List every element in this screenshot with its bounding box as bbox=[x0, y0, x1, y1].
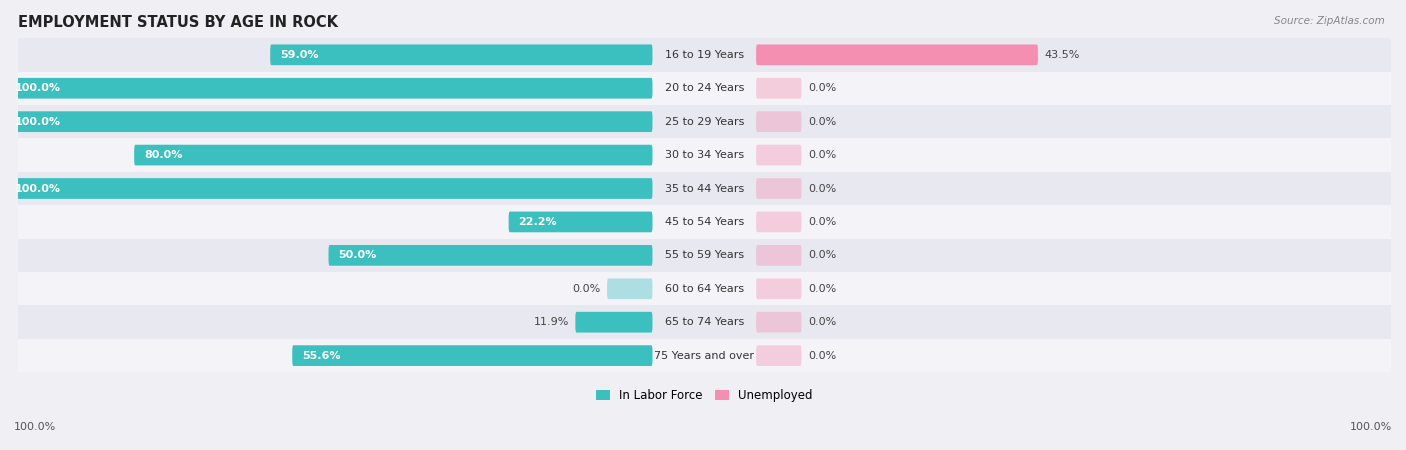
Text: 50.0%: 50.0% bbox=[339, 250, 377, 261]
Text: 0.0%: 0.0% bbox=[808, 284, 837, 294]
Text: 0.0%: 0.0% bbox=[808, 351, 837, 360]
Text: 0.0%: 0.0% bbox=[808, 83, 837, 93]
Bar bbox=[17, 38, 1391, 72]
Text: 0.0%: 0.0% bbox=[572, 284, 600, 294]
Text: 100.0%: 100.0% bbox=[14, 422, 56, 432]
FancyBboxPatch shape bbox=[756, 78, 801, 99]
FancyBboxPatch shape bbox=[756, 345, 801, 366]
Bar bbox=[17, 138, 1391, 172]
Text: 11.9%: 11.9% bbox=[533, 317, 569, 327]
Text: EMPLOYMENT STATUS BY AGE IN ROCK: EMPLOYMENT STATUS BY AGE IN ROCK bbox=[17, 15, 337, 30]
Text: 0.0%: 0.0% bbox=[808, 317, 837, 327]
Bar bbox=[17, 205, 1391, 239]
FancyBboxPatch shape bbox=[756, 279, 801, 299]
FancyBboxPatch shape bbox=[4, 111, 652, 132]
FancyBboxPatch shape bbox=[756, 111, 801, 132]
Text: 100.0%: 100.0% bbox=[14, 83, 60, 93]
FancyBboxPatch shape bbox=[607, 279, 652, 299]
Text: 0.0%: 0.0% bbox=[808, 117, 837, 126]
FancyBboxPatch shape bbox=[292, 345, 652, 366]
Text: 0.0%: 0.0% bbox=[808, 217, 837, 227]
Text: 75 Years and over: 75 Years and over bbox=[654, 351, 754, 360]
Bar bbox=[17, 306, 1391, 339]
FancyBboxPatch shape bbox=[756, 212, 801, 232]
Text: 59.0%: 59.0% bbox=[280, 50, 318, 60]
FancyBboxPatch shape bbox=[4, 78, 652, 99]
Text: 80.0%: 80.0% bbox=[143, 150, 183, 160]
FancyBboxPatch shape bbox=[575, 312, 652, 333]
FancyBboxPatch shape bbox=[270, 45, 652, 65]
Text: 45 to 54 Years: 45 to 54 Years bbox=[665, 217, 744, 227]
Text: Source: ZipAtlas.com: Source: ZipAtlas.com bbox=[1274, 16, 1385, 26]
Bar bbox=[17, 339, 1391, 372]
FancyBboxPatch shape bbox=[4, 178, 652, 199]
Bar bbox=[17, 272, 1391, 306]
FancyBboxPatch shape bbox=[134, 145, 652, 166]
Text: 55.6%: 55.6% bbox=[302, 351, 340, 360]
Text: 65 to 74 Years: 65 to 74 Years bbox=[665, 317, 744, 327]
Bar bbox=[17, 172, 1391, 205]
Bar bbox=[17, 105, 1391, 138]
FancyBboxPatch shape bbox=[756, 45, 1038, 65]
Legend: In Labor Force, Unemployed: In Labor Force, Unemployed bbox=[591, 384, 817, 406]
Text: 55 to 59 Years: 55 to 59 Years bbox=[665, 250, 744, 261]
FancyBboxPatch shape bbox=[756, 245, 801, 266]
Text: 0.0%: 0.0% bbox=[808, 184, 837, 194]
Text: 43.5%: 43.5% bbox=[1045, 50, 1080, 60]
FancyBboxPatch shape bbox=[756, 145, 801, 166]
Text: 16 to 19 Years: 16 to 19 Years bbox=[665, 50, 744, 60]
Text: 30 to 34 Years: 30 to 34 Years bbox=[665, 150, 744, 160]
Text: 100.0%: 100.0% bbox=[1350, 422, 1392, 432]
FancyBboxPatch shape bbox=[329, 245, 652, 266]
Text: 35 to 44 Years: 35 to 44 Years bbox=[665, 184, 744, 194]
Text: 60 to 64 Years: 60 to 64 Years bbox=[665, 284, 744, 294]
FancyBboxPatch shape bbox=[756, 312, 801, 333]
Text: 0.0%: 0.0% bbox=[808, 250, 837, 261]
FancyBboxPatch shape bbox=[509, 212, 652, 232]
Bar bbox=[17, 238, 1391, 272]
Bar bbox=[17, 72, 1391, 105]
Text: 0.0%: 0.0% bbox=[808, 150, 837, 160]
Text: 20 to 24 Years: 20 to 24 Years bbox=[665, 83, 744, 93]
Text: 100.0%: 100.0% bbox=[14, 184, 60, 194]
Text: 22.2%: 22.2% bbox=[519, 217, 557, 227]
Text: 25 to 29 Years: 25 to 29 Years bbox=[665, 117, 744, 126]
Text: 100.0%: 100.0% bbox=[14, 117, 60, 126]
FancyBboxPatch shape bbox=[756, 178, 801, 199]
